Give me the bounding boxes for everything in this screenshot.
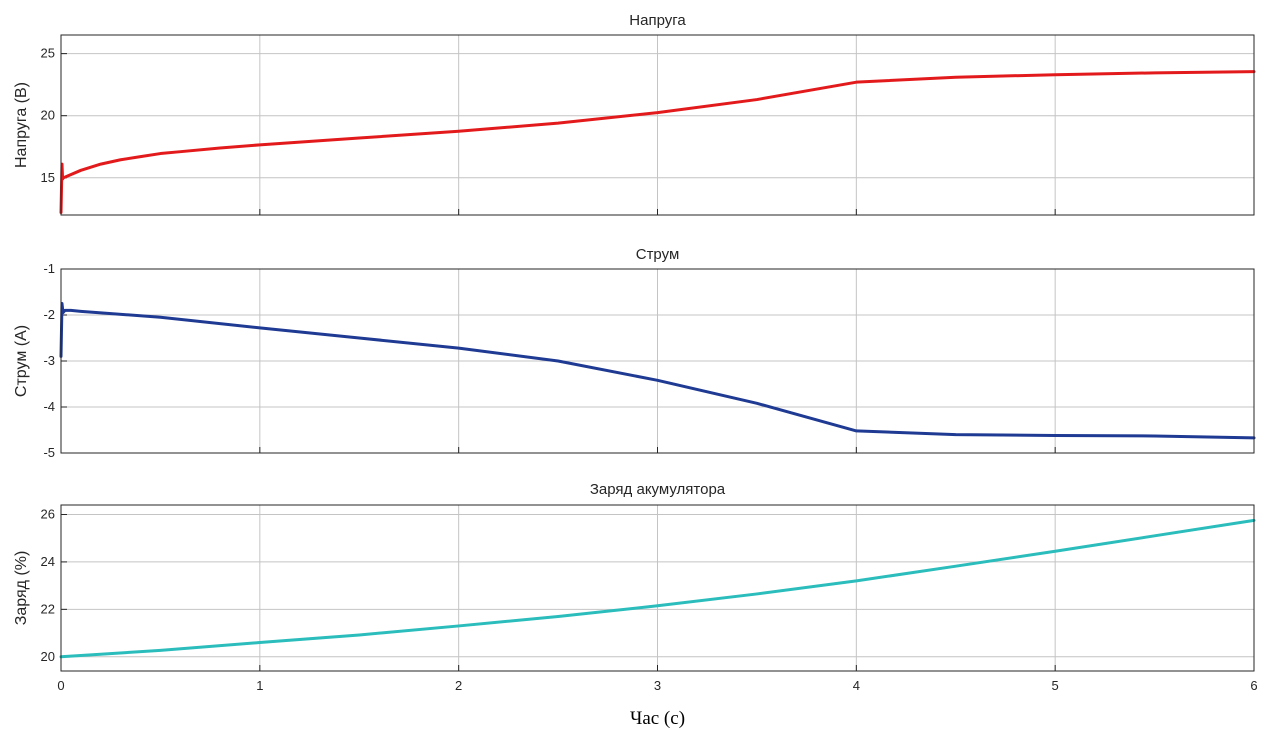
- x-tick-label: 3: [654, 678, 661, 693]
- subplot-2: -1 -2 -3 -4 -5 Струм Струм (А): [13, 246, 1256, 460]
- series-line-1: [59, 70, 1256, 215]
- x-tick-label: 2: [455, 678, 462, 693]
- x-tick-label: 4: [853, 678, 860, 693]
- subplot-1: 15 20 25 Напруга Напруга (В): [13, 12, 1256, 216]
- y-axis-label: Заряд (%): [13, 551, 30, 626]
- axes-frame: [60, 504, 1255, 672]
- y-axis-label: Напруга (В): [13, 82, 30, 168]
- x-axis-label: Час (с): [630, 708, 685, 729]
- y-tick-label: 20: [41, 649, 55, 664]
- y-tick-label: 24: [41, 554, 55, 569]
- subplot-title: Заряд акумулятора: [590, 481, 726, 498]
- axes-frame: [60, 268, 1255, 454]
- y-tick-label: -4: [43, 399, 55, 414]
- y-tick-label: 20: [41, 108, 55, 123]
- x-tick-label: 6: [1250, 678, 1257, 693]
- subplot-3: 0 1 2 3 4 5 6 20 22 24 26 Заряд акумулятора Заряд (%…: [13, 481, 1258, 693]
- y-tick-label: -2: [43, 307, 55, 322]
- y-tick-label: 25: [41, 46, 55, 61]
- series-line-2: [59, 302, 1256, 440]
- y-axis-label: Струм (А): [13, 325, 30, 397]
- axes-frame: [60, 34, 1255, 216]
- x-tick-label: 1: [256, 678, 263, 693]
- subplot-title: Напруга: [629, 12, 686, 29]
- y-tick-label: -3: [43, 353, 55, 368]
- subplot-title: Струм: [636, 246, 680, 263]
- x-tick-label: 0: [57, 678, 64, 693]
- x-tick-label: 5: [1052, 678, 1059, 693]
- y-tick-label: 15: [41, 170, 55, 185]
- y-tick-label: -1: [43, 261, 55, 276]
- y-tick-label: 22: [41, 601, 55, 616]
- y-tick-label: 26: [41, 506, 55, 521]
- series-line-3: [59, 518, 1256, 659]
- y-tick-label: -5: [43, 445, 55, 460]
